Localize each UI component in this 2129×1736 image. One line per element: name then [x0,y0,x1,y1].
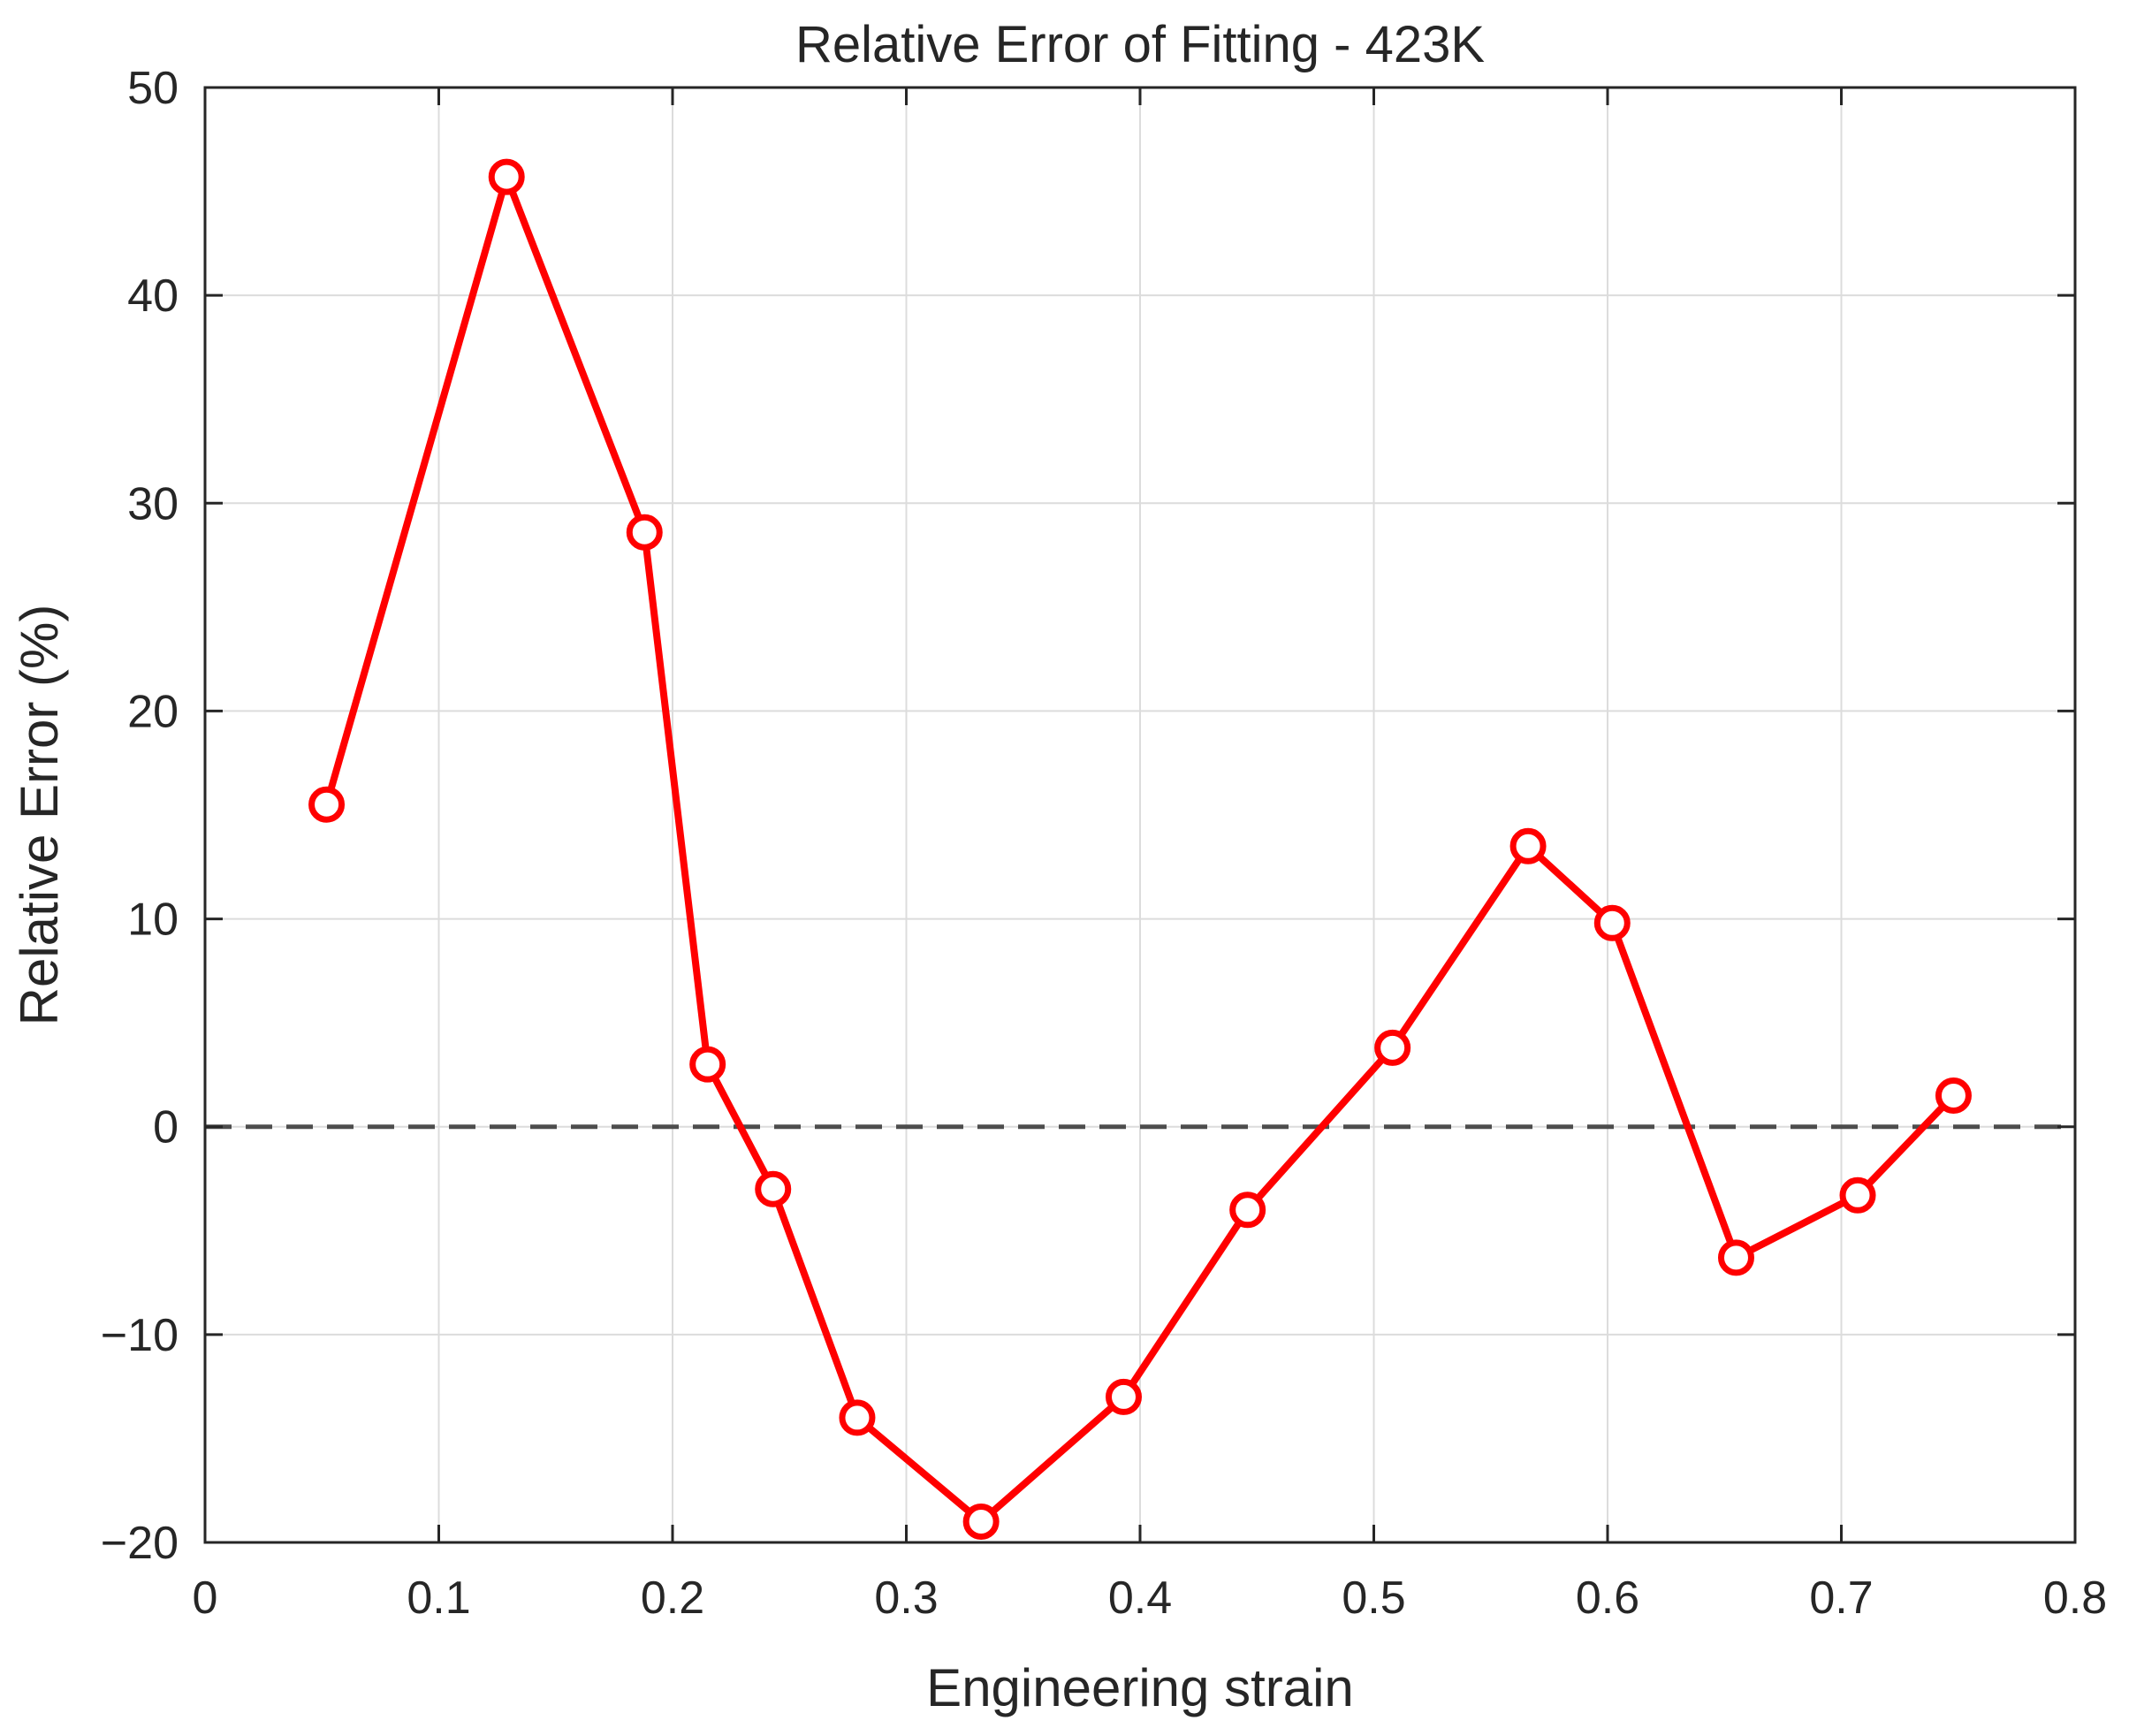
x-tick-label: 0.5 [1342,1572,1405,1624]
data-point-marker [962,1503,1000,1540]
data-point-marker [839,1399,876,1436]
y-tick-label: 40 [127,270,179,322]
data-point-marker [689,1046,726,1083]
x-axis-label: Engineering strain [926,1658,1354,1717]
y-tick-label: 30 [127,478,179,529]
x-tick-label: 0.4 [1108,1572,1172,1624]
ticks: 0 0.1 0.2 0.3 0.4 0.5 0.6 0.7 0.8 −20 −10 0 10 20 30 40… [101,63,2107,1624]
data-point-marker [1509,827,1547,864]
data-point-marker [1717,1239,1754,1276]
y-tick-label: −20 [101,1518,179,1569]
chart-title: Relative Error of Fitting - 423K [795,16,1485,73]
data-point-marker [626,514,663,551]
y-tick-label: 0 [153,1102,179,1154]
y-tick-label: 10 [127,895,179,946]
data-point-marker [1374,1029,1411,1066]
x-tick-label: 0.2 [641,1572,704,1624]
data-point-marker [1593,904,1631,941]
data-point-marker [1935,1077,1972,1114]
x-tick-label: 0.3 [874,1572,938,1624]
series-layer [308,158,1972,1540]
data-point-marker [1229,1192,1266,1229]
x-tick-label: 0.8 [2043,1572,2107,1624]
data-point-marker [755,1170,792,1207]
data-point-marker [1105,1378,1142,1415]
data-point-marker [308,786,346,823]
y-tick-label: 50 [127,63,179,114]
y-tick-label: 20 [127,686,179,737]
y-axis-label: Relative Error (%) [10,605,69,1026]
x-tick-label: 0.7 [1809,1572,1873,1624]
data-point-marker [1839,1176,1876,1214]
y-tick-label: −10 [101,1310,179,1361]
grid [205,88,2075,1542]
x-tick-label: 0 [193,1572,218,1624]
x-tick-label: 0.6 [1576,1572,1639,1624]
data-point-marker [488,158,525,195]
x-tick-label: 0.1 [407,1572,470,1624]
